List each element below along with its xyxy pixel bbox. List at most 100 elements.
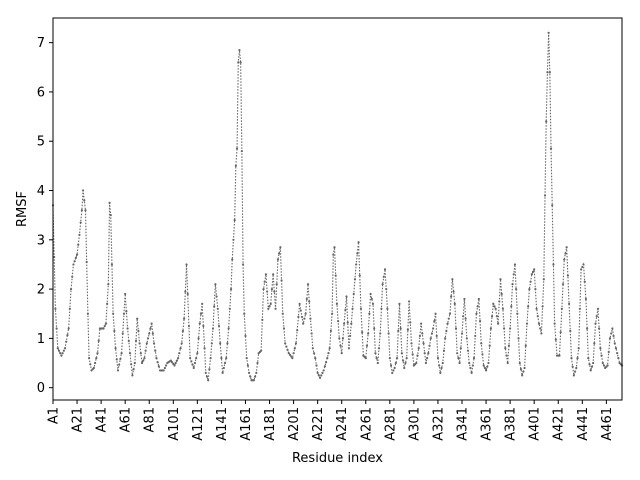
data-point xyxy=(69,288,73,291)
data-point xyxy=(569,329,572,333)
data-point xyxy=(353,278,357,281)
data-point xyxy=(458,361,461,365)
data-point xyxy=(330,312,334,315)
data-point xyxy=(149,327,152,330)
data-point xyxy=(213,305,216,308)
data-point xyxy=(460,332,464,335)
y-tick-label: 0 xyxy=(37,381,45,396)
x-tick-label: A381 xyxy=(504,407,519,441)
data-point xyxy=(504,347,507,350)
x-tick-label: A41 xyxy=(95,407,110,432)
data-point xyxy=(77,243,80,246)
data-point xyxy=(511,283,514,286)
data-point xyxy=(470,371,473,374)
data-point xyxy=(299,309,302,312)
data-point xyxy=(311,347,314,350)
data-point xyxy=(67,327,70,330)
data-point xyxy=(163,366,166,370)
data-point xyxy=(457,357,460,360)
y-tick-label: 6 xyxy=(37,85,45,100)
data-point xyxy=(587,357,590,360)
data-point xyxy=(148,332,151,335)
data-point xyxy=(561,283,565,286)
data-point xyxy=(553,322,556,325)
data-point xyxy=(441,361,444,365)
data-point xyxy=(521,374,524,377)
data-point xyxy=(422,342,425,345)
data-point xyxy=(249,375,252,378)
data-point xyxy=(486,365,489,368)
data-point xyxy=(71,275,74,278)
data-point xyxy=(423,352,426,355)
data-point xyxy=(215,295,218,298)
data-point xyxy=(205,375,209,378)
data-point xyxy=(202,324,205,328)
data-point xyxy=(315,364,318,367)
data-point xyxy=(497,322,500,325)
data-point xyxy=(207,379,210,382)
data-point xyxy=(345,295,348,298)
data-point xyxy=(482,364,485,367)
data-point xyxy=(543,194,547,197)
data-point xyxy=(343,322,346,325)
data-point xyxy=(314,357,317,360)
data-point xyxy=(285,345,288,348)
data-point xyxy=(340,352,343,355)
data-point xyxy=(599,347,602,350)
data-point xyxy=(65,340,68,343)
data-point xyxy=(327,352,330,355)
data-point xyxy=(417,347,420,350)
data-point xyxy=(401,359,405,362)
data-point xyxy=(586,327,589,330)
data-point xyxy=(219,342,222,345)
data-point xyxy=(85,260,88,264)
x-tick-label: A321 xyxy=(431,407,446,441)
data-point xyxy=(397,329,400,333)
data-point xyxy=(500,292,503,296)
data-point xyxy=(237,61,240,64)
data-point xyxy=(584,297,588,301)
data-point xyxy=(127,339,130,342)
data-point xyxy=(365,344,369,347)
data-point xyxy=(272,273,275,276)
data-point xyxy=(392,369,395,372)
data-point xyxy=(191,363,194,366)
data-point xyxy=(62,349,65,352)
x-tick-label: A61 xyxy=(119,407,134,432)
data-point xyxy=(106,302,109,305)
data-point xyxy=(400,352,403,355)
data-point xyxy=(405,357,408,360)
data-point xyxy=(114,347,117,350)
data-point xyxy=(614,347,618,350)
data-point xyxy=(546,71,549,74)
data-point xyxy=(175,359,178,362)
data-point xyxy=(173,364,176,367)
data-point xyxy=(120,352,123,355)
data-point xyxy=(234,164,237,167)
data-point xyxy=(244,334,247,338)
data-point xyxy=(385,288,388,291)
data-point xyxy=(270,288,274,291)
x-tick-label: A281 xyxy=(383,407,398,441)
data-point xyxy=(275,283,278,286)
data-point xyxy=(103,324,106,328)
data-point xyxy=(261,318,264,321)
data-point xyxy=(411,353,414,356)
data-point xyxy=(112,312,115,315)
data-point xyxy=(600,354,603,357)
data-point xyxy=(350,322,353,325)
data-point xyxy=(608,337,612,340)
data-point xyxy=(216,307,219,310)
x-tick-label: A421 xyxy=(552,407,567,441)
data-point xyxy=(505,354,508,357)
data-point xyxy=(292,352,295,355)
data-point xyxy=(464,317,467,320)
data-point xyxy=(75,253,79,256)
data-point xyxy=(426,357,429,360)
data-point xyxy=(59,352,62,355)
data-point xyxy=(335,302,338,305)
data-point xyxy=(263,280,266,283)
data-point xyxy=(291,357,294,360)
data-point xyxy=(157,365,160,368)
data-point xyxy=(172,362,175,365)
